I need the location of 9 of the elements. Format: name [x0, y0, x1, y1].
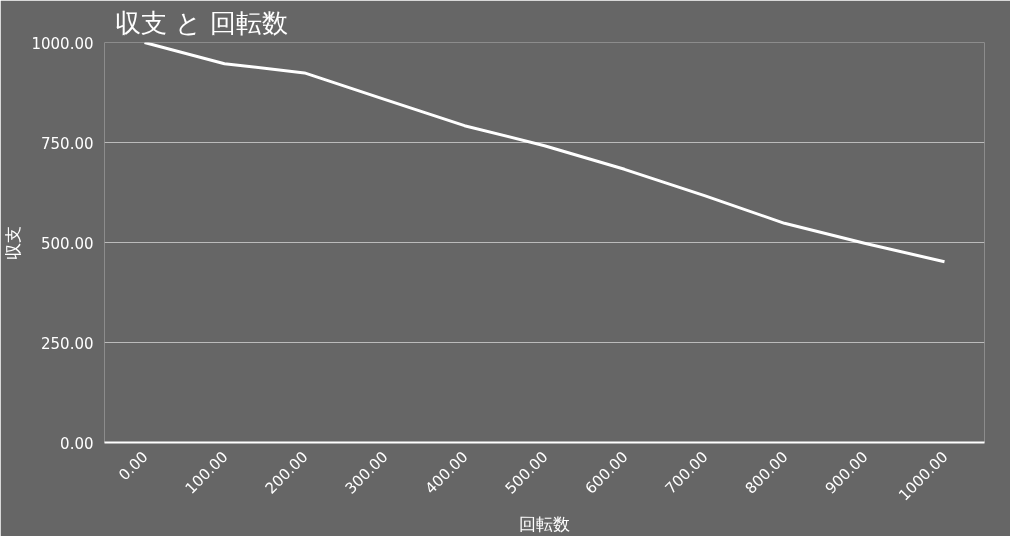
chart-title: 収支 と 回転数 — [114, 7, 289, 38]
y-tick-label: 750.00 — [41, 134, 94, 153]
y-axis-title: 収支 — [3, 225, 24, 260]
y-tick-label: 500.00 — [41, 234, 94, 253]
x-axis-title: 回転数 — [519, 513, 570, 534]
y-tick-label: 1000.00 — [31, 34, 94, 53]
y-tick-label: 250.00 — [41, 334, 94, 353]
line-series — [143, 42, 946, 264]
y-tick-label: 0.00 — [60, 434, 94, 453]
